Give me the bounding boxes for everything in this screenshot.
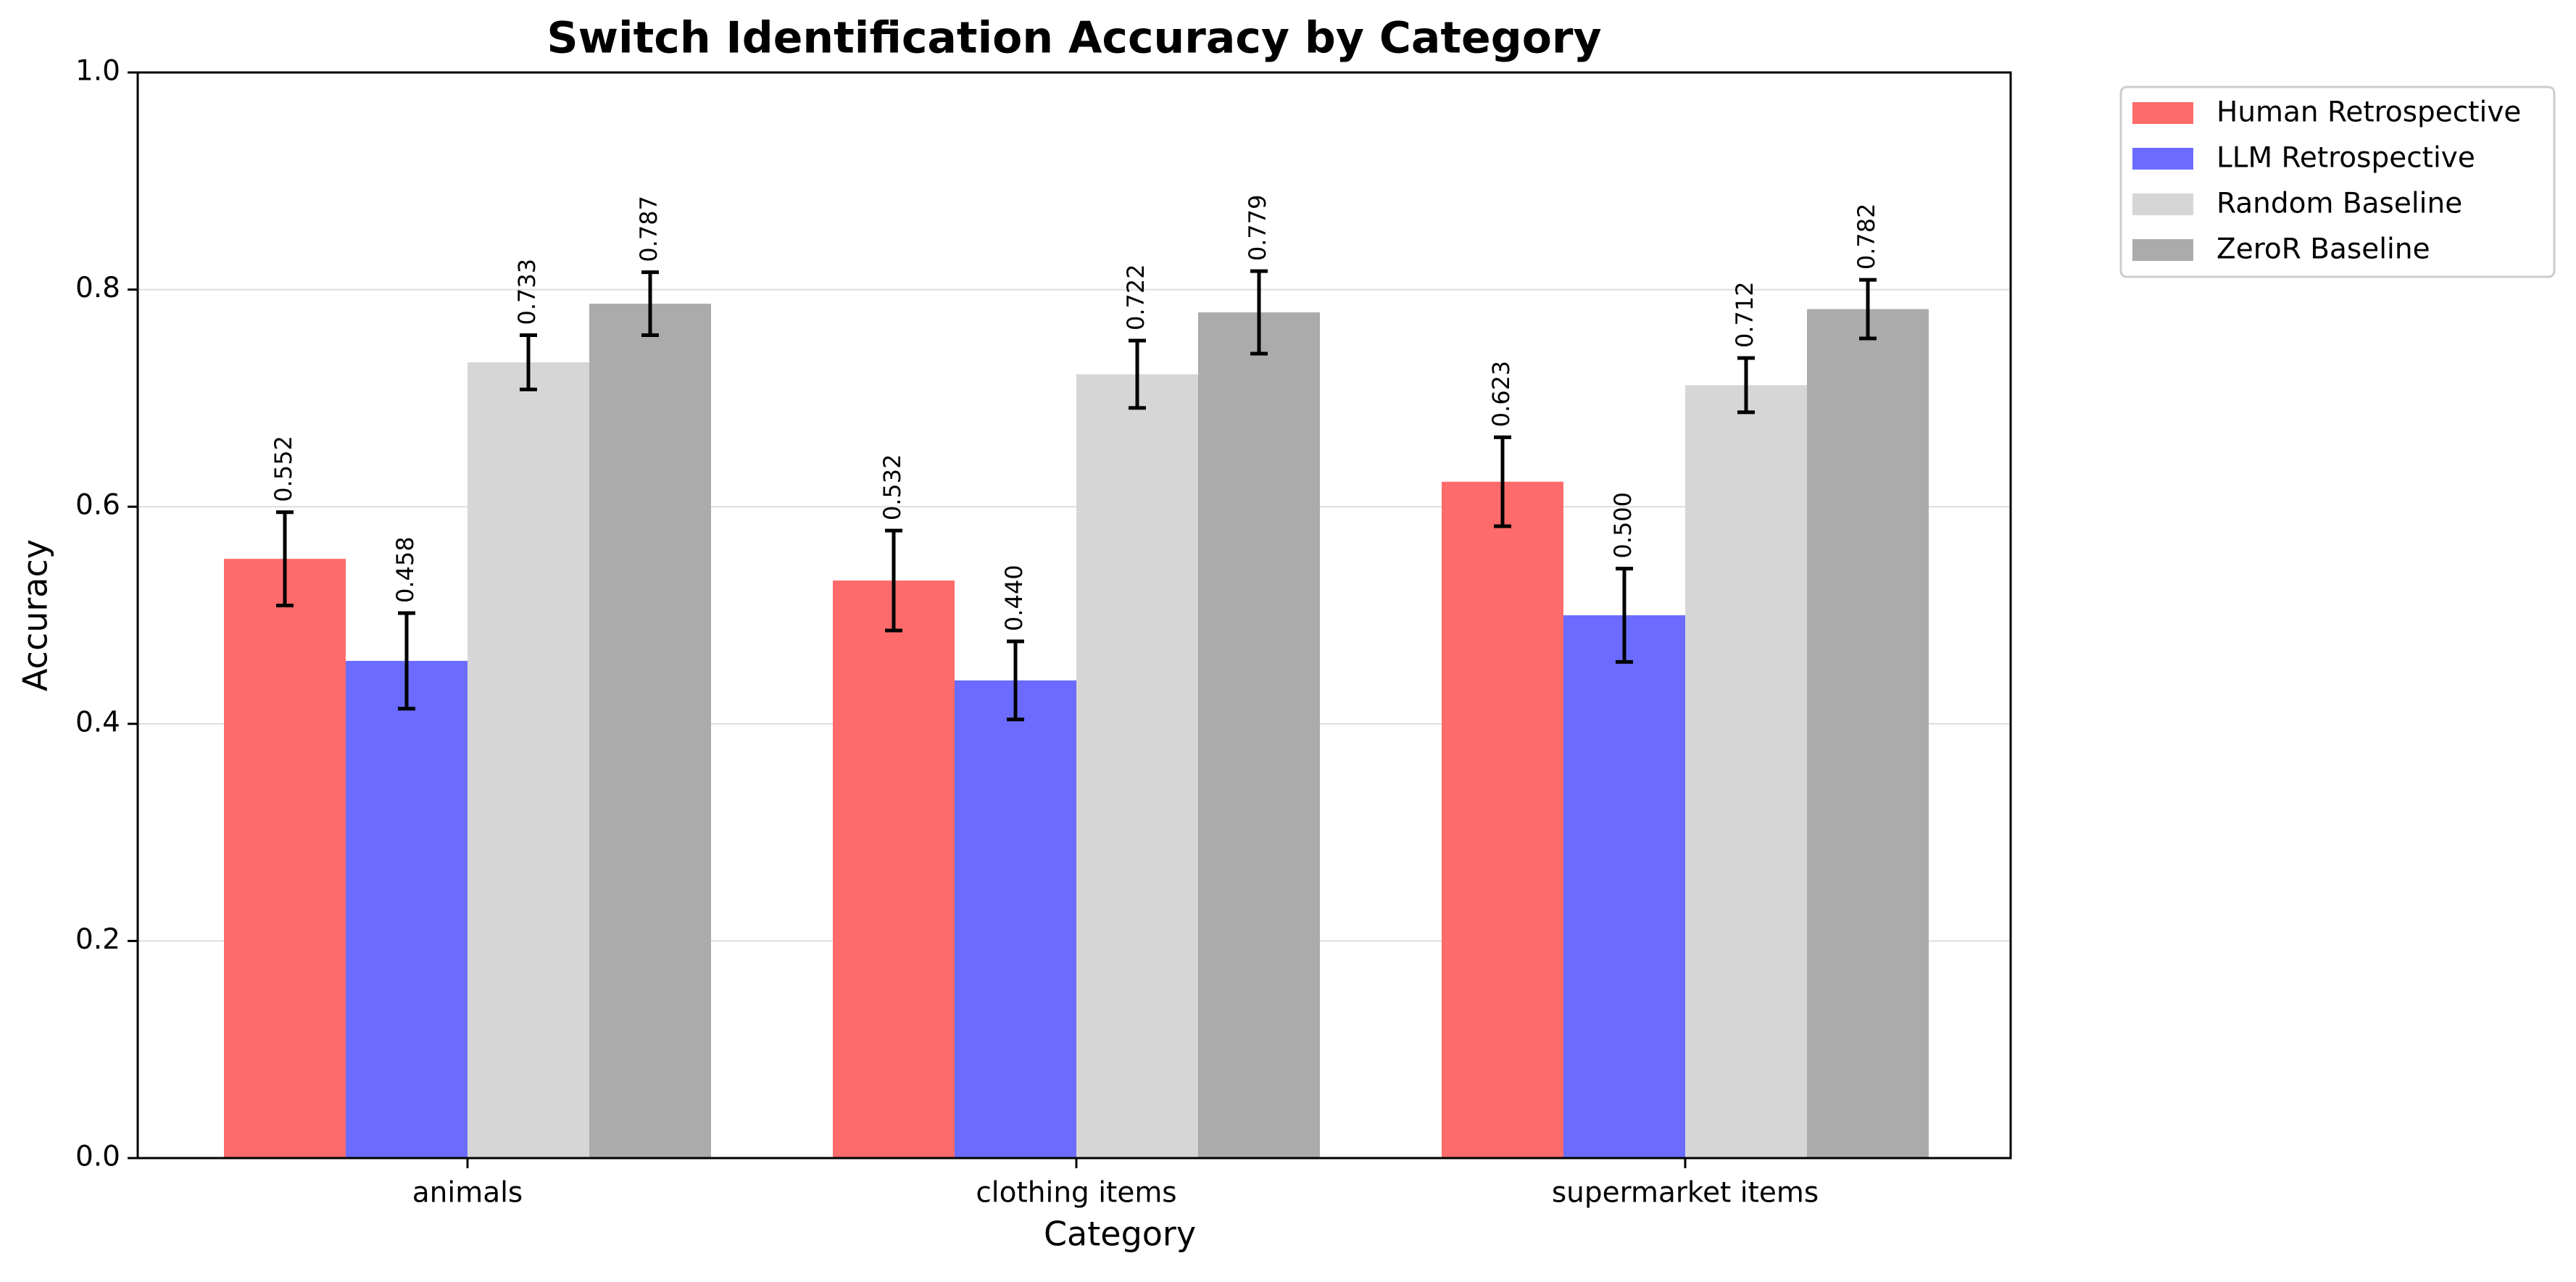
- chart-title: Switch Identification Accuracy by Catego…: [547, 13, 1601, 64]
- data-label: 0.458: [391, 536, 419, 603]
- legend-swatch: [2132, 148, 2193, 170]
- bar: [589, 304, 711, 1159]
- legend-swatch: [2132, 102, 2193, 124]
- y-tick-label: 0.4: [75, 706, 120, 738]
- y-tick-label: 1.0: [75, 55, 120, 88]
- bar: [1685, 385, 1807, 1158]
- y-tick-label: 0.2: [75, 923, 120, 956]
- legend-box: [2119, 86, 2556, 278]
- data-label: 0.733: [513, 259, 541, 325]
- legend-label: ZeroR Baseline: [2216, 233, 2430, 266]
- bar: [1807, 309, 1929, 1159]
- legend-swatch: [2132, 193, 2193, 215]
- data-label: 0.782: [1853, 204, 1880, 270]
- x-tick-label: supermarket items: [1552, 1177, 1819, 1210]
- x-tick-label: clothing items: [976, 1177, 1176, 1210]
- data-labels: 0.552 0.458 0.733 0.787 0.532 0.440 0.722 0.779…: [270, 195, 1880, 631]
- bars: [224, 304, 1929, 1159]
- legend-label: Random Baseline: [2216, 188, 2462, 220]
- data-label: 0.623: [1487, 361, 1515, 428]
- y-tick-label: 0.8: [75, 272, 120, 304]
- plot-frame: [136, 71, 2012, 1160]
- legend-label: Human Retrospective: [2216, 96, 2521, 129]
- data-label: 0.722: [1122, 264, 1150, 330]
- x-axis-label: Category: [1044, 1215, 1196, 1254]
- data-label: 0.440: [1000, 565, 1028, 631]
- error-bars: [276, 269, 1877, 722]
- bar: [224, 559, 346, 1158]
- legend-swatch: [2132, 239, 2193, 261]
- y-tick-label: 0.0: [75, 1141, 120, 1173]
- bar: [1563, 615, 1685, 1158]
- bar: [1442, 481, 1563, 1158]
- bar: [346, 660, 468, 1158]
- bar: [1076, 374, 1198, 1158]
- y-axis-label: Accuracy: [16, 539, 55, 691]
- data-label: 0.712: [1731, 281, 1758, 348]
- bar: [1198, 312, 1320, 1159]
- data-label: 0.500: [1609, 492, 1637, 559]
- data-label: 0.532: [878, 454, 906, 521]
- y-tick-label: 0.6: [75, 489, 120, 522]
- y-axis-ticks: 0.0 0.2 0.4 0.6 0.8 1.0: [75, 55, 138, 1173]
- legend: Human Retrospective LLM Retrospective Rand…: [2119, 86, 2556, 278]
- bar: [833, 580, 955, 1158]
- legend-label: LLM Retrospective: [2216, 142, 2475, 175]
- bar: [955, 680, 1076, 1158]
- data-label: 0.779: [1244, 195, 1271, 262]
- x-tick-label: animals: [412, 1177, 523, 1210]
- data-label: 0.787: [635, 196, 662, 262]
- data-label: 0.552: [270, 436, 297, 502]
- bar: [468, 362, 589, 1158]
- x-axis-ticks: animals clothing items supermarket items: [412, 1158, 1819, 1210]
- legend-items: Human Retrospective LLM Retrospective Rand…: [2132, 96, 2521, 266]
